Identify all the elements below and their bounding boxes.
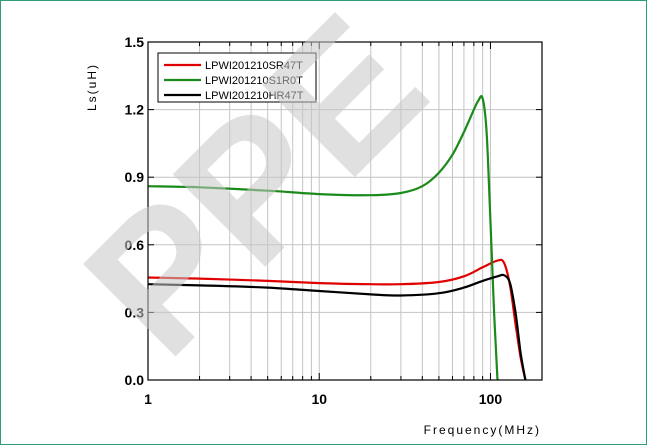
x-axis-label: Frequency(MHz) bbox=[424, 423, 541, 437]
legend-label: LPWI201210S1R0T bbox=[205, 75, 303, 87]
legend: LPWI201210SR47T LPWI201210S1R0T LPWI201210… bbox=[157, 52, 317, 103]
legend-label: LPWI201210HR47T bbox=[205, 90, 304, 102]
legend-box bbox=[157, 52, 317, 103]
y-tick-label: 0.3 bbox=[125, 304, 145, 320]
watermark: PPE bbox=[46, 1, 465, 394]
x-tick-label: 10 bbox=[311, 391, 327, 407]
x-tick-label: 1 bbox=[144, 391, 152, 407]
x-tick-label: 100 bbox=[479, 391, 503, 407]
y-tick-label: 1.5 bbox=[125, 34, 145, 50]
series-line-1 bbox=[148, 258, 527, 380]
y-tick-label: 0.9 bbox=[125, 169, 145, 185]
y-tick-label: 0.6 bbox=[125, 237, 145, 253]
series-line-3 bbox=[148, 273, 527, 380]
y-axis-label: Ls(uH) bbox=[85, 63, 99, 111]
y-tick-label: 0.0 bbox=[125, 372, 145, 388]
legend-label: LPWI201210SR47T bbox=[205, 60, 303, 72]
series-line-2 bbox=[148, 95, 499, 380]
series-lines bbox=[148, 95, 527, 380]
plot-border bbox=[147, 41, 543, 381]
y-tick-label: 1.2 bbox=[125, 102, 145, 118]
